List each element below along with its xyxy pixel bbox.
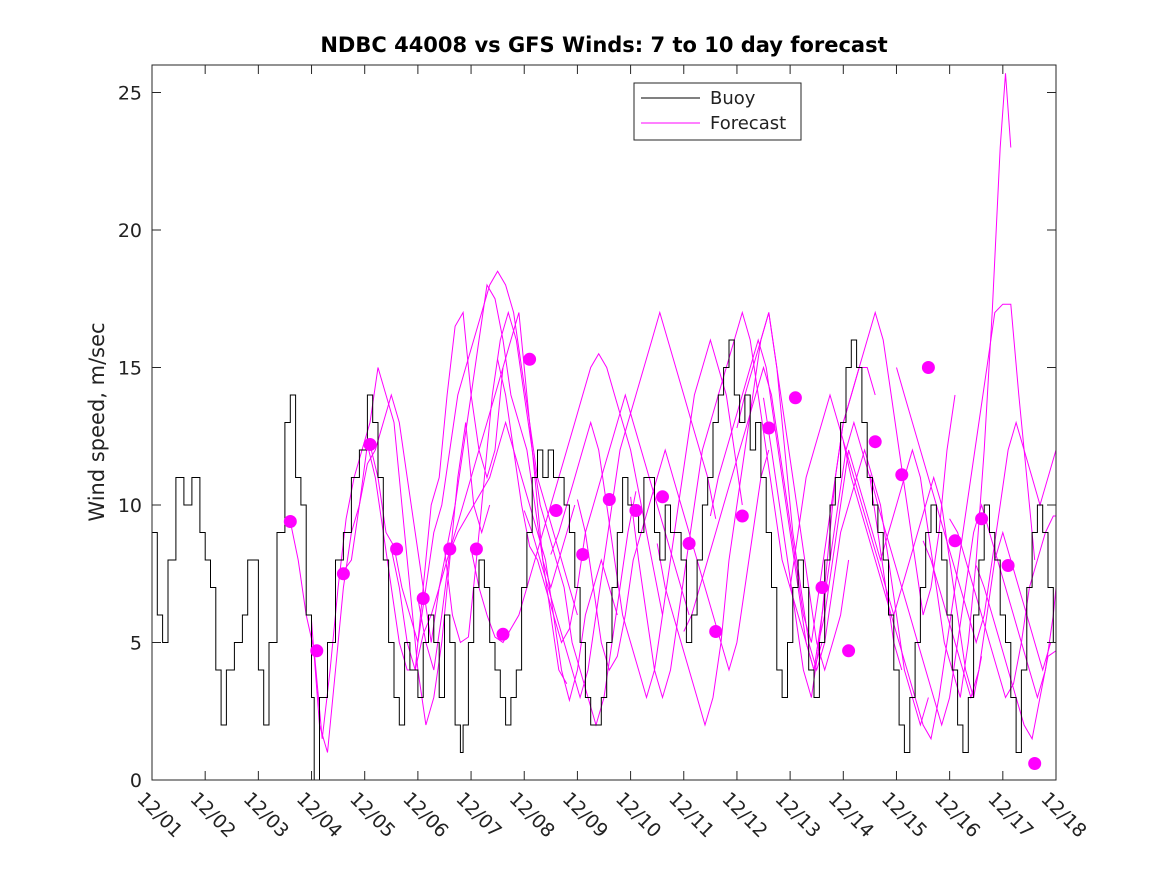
forecast-marker bbox=[443, 542, 457, 556]
forecast-line bbox=[497, 359, 690, 644]
forecast-marker bbox=[416, 592, 430, 605]
forecast-marker bbox=[1028, 757, 1042, 770]
forecast-marker bbox=[709, 625, 723, 638]
forecast-line bbox=[736, 312, 929, 727]
forecast-line bbox=[922, 530, 1056, 700]
forecast-line bbox=[842, 303, 1036, 741]
forecast-line bbox=[369, 270, 578, 643]
axis-ticks bbox=[151, 65, 1057, 781]
forecast-line bbox=[576, 448, 770, 672]
forecast-marker bbox=[1001, 559, 1015, 572]
forecast-line bbox=[470, 352, 663, 644]
forecast-marker bbox=[948, 534, 962, 548]
y-tick-label: 20 bbox=[118, 220, 142, 242]
y-tick-label: 0 bbox=[130, 770, 142, 792]
forecast-marker bbox=[576, 548, 590, 561]
forecast-marker bbox=[815, 581, 829, 594]
forecast-marker bbox=[735, 509, 749, 523]
forecast-marker bbox=[390, 542, 404, 556]
forecast-line bbox=[342, 283, 568, 685]
forecast-marker bbox=[310, 644, 324, 658]
forecast-marker bbox=[283, 515, 297, 528]
forecast-marker bbox=[523, 352, 537, 366]
forecast-marker bbox=[656, 490, 669, 504]
forecast-marker bbox=[602, 493, 616, 506]
forecast-line bbox=[523, 310, 717, 700]
forecast-line bbox=[656, 312, 850, 727]
forecast-marker bbox=[788, 391, 802, 405]
forecast-marker bbox=[868, 435, 882, 449]
forecast-marker bbox=[762, 421, 776, 435]
forecast-line bbox=[289, 367, 491, 739]
forecast-marker bbox=[496, 627, 510, 641]
y-tick-labels: 0 5 10 15 20 25 bbox=[118, 83, 142, 793]
forecast-line bbox=[550, 338, 743, 700]
forecast-marker bbox=[895, 468, 909, 482]
plot-frame bbox=[151, 64, 1057, 781]
y-tick-label: 15 bbox=[118, 358, 142, 380]
forecast-marker bbox=[975, 512, 989, 526]
y-tick-label: 25 bbox=[118, 83, 142, 105]
legend-buoy-label: Buoy bbox=[710, 88, 756, 109]
forecast-marker bbox=[629, 504, 643, 517]
y-tick-label: 5 bbox=[130, 633, 142, 655]
forecast-line bbox=[949, 515, 1056, 699]
forecast-line bbox=[896, 367, 1056, 645]
forecast-marker bbox=[549, 504, 563, 517]
forecast-marker bbox=[363, 438, 377, 451]
forecast-line bbox=[816, 73, 1012, 698]
forecast-line bbox=[789, 393, 983, 698]
buoy-line bbox=[152, 339, 1056, 780]
plot-markers bbox=[283, 352, 1042, 770]
forecast-marker bbox=[842, 644, 856, 658]
y-axis-label: Wind speed, m/sec bbox=[85, 322, 109, 521]
forecast-line bbox=[390, 312, 576, 671]
y-tick-label: 10 bbox=[118, 495, 142, 517]
forecast-marker bbox=[469, 542, 483, 556]
forecast-marker bbox=[336, 567, 350, 581]
legend: Buoy Forecast bbox=[633, 82, 802, 141]
chart-title: NDBC 44008 vs GFS Winds: 7 to 10 day for… bbox=[320, 33, 887, 57]
legend-forecast-label: Forecast bbox=[710, 113, 786, 134]
forecast-marker bbox=[921, 361, 935, 374]
forecast-marker bbox=[682, 537, 696, 550]
forecast-line bbox=[869, 474, 1056, 727]
legend-box bbox=[633, 82, 802, 141]
